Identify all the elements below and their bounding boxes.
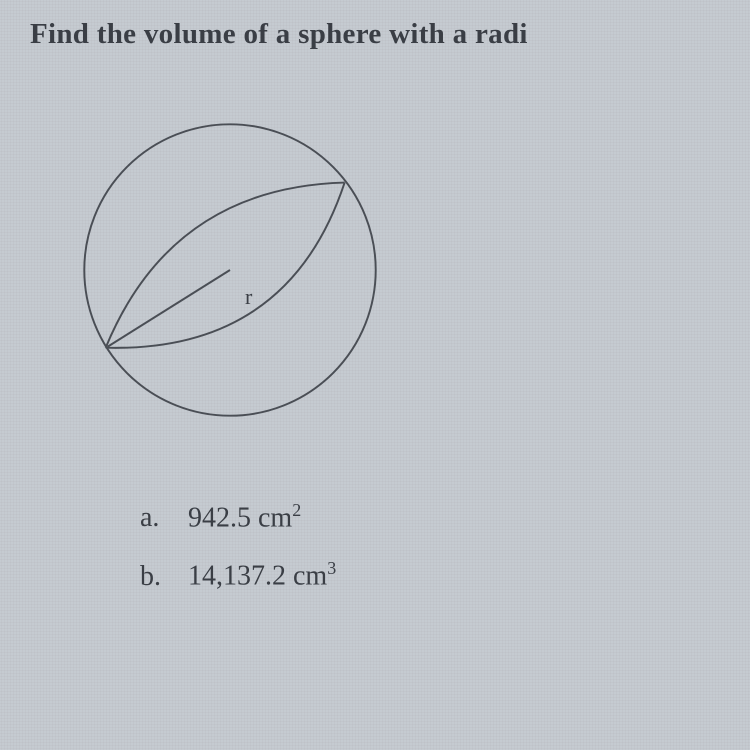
sphere-diagram: r	[60, 100, 400, 440]
option-letter: b.	[140, 561, 188, 593]
option-value: 14,137.2 cm3	[188, 558, 336, 592]
radius-label: r	[245, 284, 252, 310]
option-exponent: 2	[292, 500, 301, 520]
ellipse-arc-top	[106, 183, 345, 348]
radius-line	[108, 270, 230, 347]
option-letter: a.	[140, 502, 188, 534]
ellipse-arc-bottom	[106, 183, 345, 348]
option-a: a. 942.5 cm2	[140, 500, 336, 534]
sphere-svg	[60, 100, 400, 440]
option-exponent: 3	[327, 558, 336, 578]
option-b: b. 14,137.2 cm3	[140, 558, 336, 592]
answer-options: a. 942.5 cm2 b. 14,137.2 cm3	[140, 500, 336, 617]
question-text: Find the volume of a sphere with a radi	[30, 18, 528, 51]
option-value-text: 14,137.2 cm	[188, 561, 327, 592]
option-value-text: 942.5 cm	[188, 502, 292, 533]
option-value: 942.5 cm2	[188, 500, 301, 534]
